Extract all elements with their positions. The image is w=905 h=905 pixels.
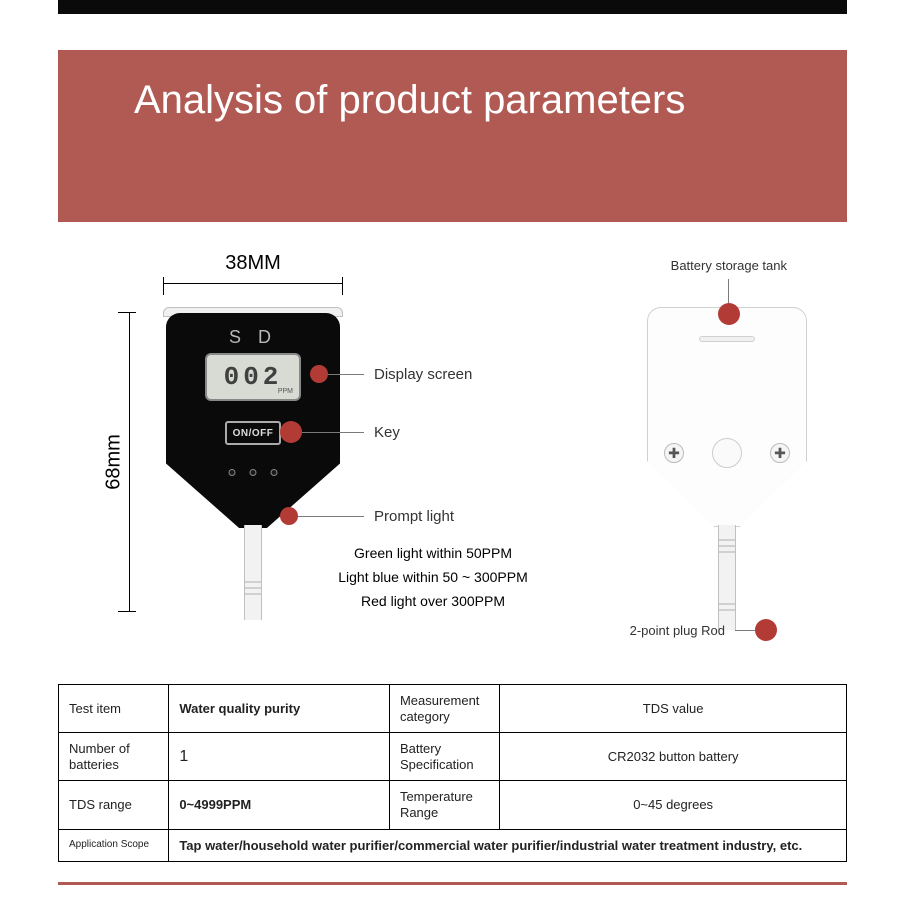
callout-label-key: Key bbox=[374, 424, 400, 441]
callout-line-key bbox=[302, 432, 364, 433]
width-line bbox=[163, 277, 343, 295]
callout-plug: 2-point plug Rod bbox=[630, 619, 777, 641]
cell-value: Water quality purity bbox=[169, 685, 390, 733]
cell-label: Battery Specification bbox=[389, 733, 499, 781]
cell-label: Application Scope bbox=[59, 829, 169, 861]
onoff-button: ON/OFF bbox=[225, 421, 281, 445]
callout-prompt: Prompt light bbox=[280, 507, 454, 525]
cell-label: TDS range bbox=[59, 781, 169, 829]
spec-table: Test item Water quality purity Measureme… bbox=[58, 684, 847, 862]
callout-line-display bbox=[328, 374, 364, 375]
device-body-back: ✚ ✚ bbox=[647, 307, 807, 527]
callout-key: Key bbox=[280, 421, 400, 443]
height-line bbox=[118, 312, 136, 612]
cell-label: Test item bbox=[59, 685, 169, 733]
callout-dot-plug bbox=[755, 619, 777, 641]
cell-value: Tap water/household water purifier/comme… bbox=[169, 829, 847, 861]
prompt-dot-2 bbox=[250, 469, 257, 476]
prompt-lights bbox=[229, 469, 278, 476]
cell-label: Temperature Range bbox=[389, 781, 499, 829]
top-strip bbox=[58, 0, 847, 14]
cell-value: CR2032 button battery bbox=[500, 733, 847, 781]
device-back: ✚ ✚ bbox=[647, 307, 807, 627]
callout-dot-display bbox=[310, 365, 328, 383]
height-dimension: 68mm bbox=[96, 312, 136, 612]
light-green: Green light within 50PPM bbox=[313, 542, 553, 566]
callout-battery: Battery storage tank bbox=[671, 258, 787, 325]
light-red: Red light over 300PPM bbox=[313, 590, 553, 614]
cell-value: 0~45 degrees bbox=[500, 781, 847, 829]
lcd-value: 002 bbox=[224, 362, 283, 392]
callout-dot-key bbox=[280, 421, 302, 443]
back-screw-row: ✚ ✚ bbox=[648, 438, 806, 468]
width-dimension: 38MM bbox=[163, 252, 343, 295]
callout-dot-battery bbox=[718, 303, 740, 325]
callout-label-plug: 2-point plug Rod bbox=[630, 623, 725, 638]
page-title: Analysis of product parameters bbox=[134, 78, 685, 123]
light-description-block: Green light within 50PPM Light blue with… bbox=[313, 542, 553, 613]
device-brand: S D bbox=[166, 327, 340, 348]
width-label: 38MM bbox=[163, 252, 343, 275]
cell-value: TDS value bbox=[500, 685, 847, 733]
callout-label-battery: Battery storage tank bbox=[671, 258, 787, 273]
callout-label-prompt: Prompt light bbox=[374, 508, 454, 525]
callout-line-plug bbox=[735, 630, 755, 631]
table-row: Test item Water quality purity Measureme… bbox=[59, 685, 847, 733]
diagram-area: 38MM 68mm S D 002 PPM ON/OFF bbox=[58, 252, 847, 672]
callout-dot-prompt bbox=[280, 507, 298, 525]
cell-value: 1 bbox=[169, 733, 390, 781]
device-stem-back bbox=[718, 525, 736, 630]
display-screen: 002 PPM bbox=[205, 353, 301, 401]
table-row: Application Scope Tap water/household wa… bbox=[59, 829, 847, 861]
light-blue: Light blue within 50 ~ 300PPM bbox=[313, 566, 553, 590]
cell-label: Measurement category bbox=[389, 685, 499, 733]
back-knob bbox=[712, 438, 742, 468]
device-stem-front bbox=[244, 525, 262, 620]
cell-value: 0~4999PPM bbox=[169, 781, 390, 829]
callout-line-battery bbox=[728, 279, 729, 303]
header-banner: Analysis of product parameters bbox=[58, 50, 847, 222]
back-slot bbox=[699, 336, 755, 342]
table-row: TDS range 0~4999PPM Temperature Range 0~… bbox=[59, 781, 847, 829]
table-row: Number of batteries 1 Battery Specificat… bbox=[59, 733, 847, 781]
prompt-dot-3 bbox=[271, 469, 278, 476]
screw-right-icon: ✚ bbox=[770, 443, 790, 463]
lcd-unit: PPM bbox=[278, 388, 293, 395]
callout-display: Display screen bbox=[310, 365, 472, 383]
prompt-dot-1 bbox=[229, 469, 236, 476]
bottom-rule bbox=[58, 882, 847, 885]
callout-line-prompt bbox=[298, 516, 364, 517]
callout-label-display: Display screen bbox=[374, 366, 472, 383]
screw-left-icon: ✚ bbox=[664, 443, 684, 463]
cell-label: Number of batteries bbox=[59, 733, 169, 781]
